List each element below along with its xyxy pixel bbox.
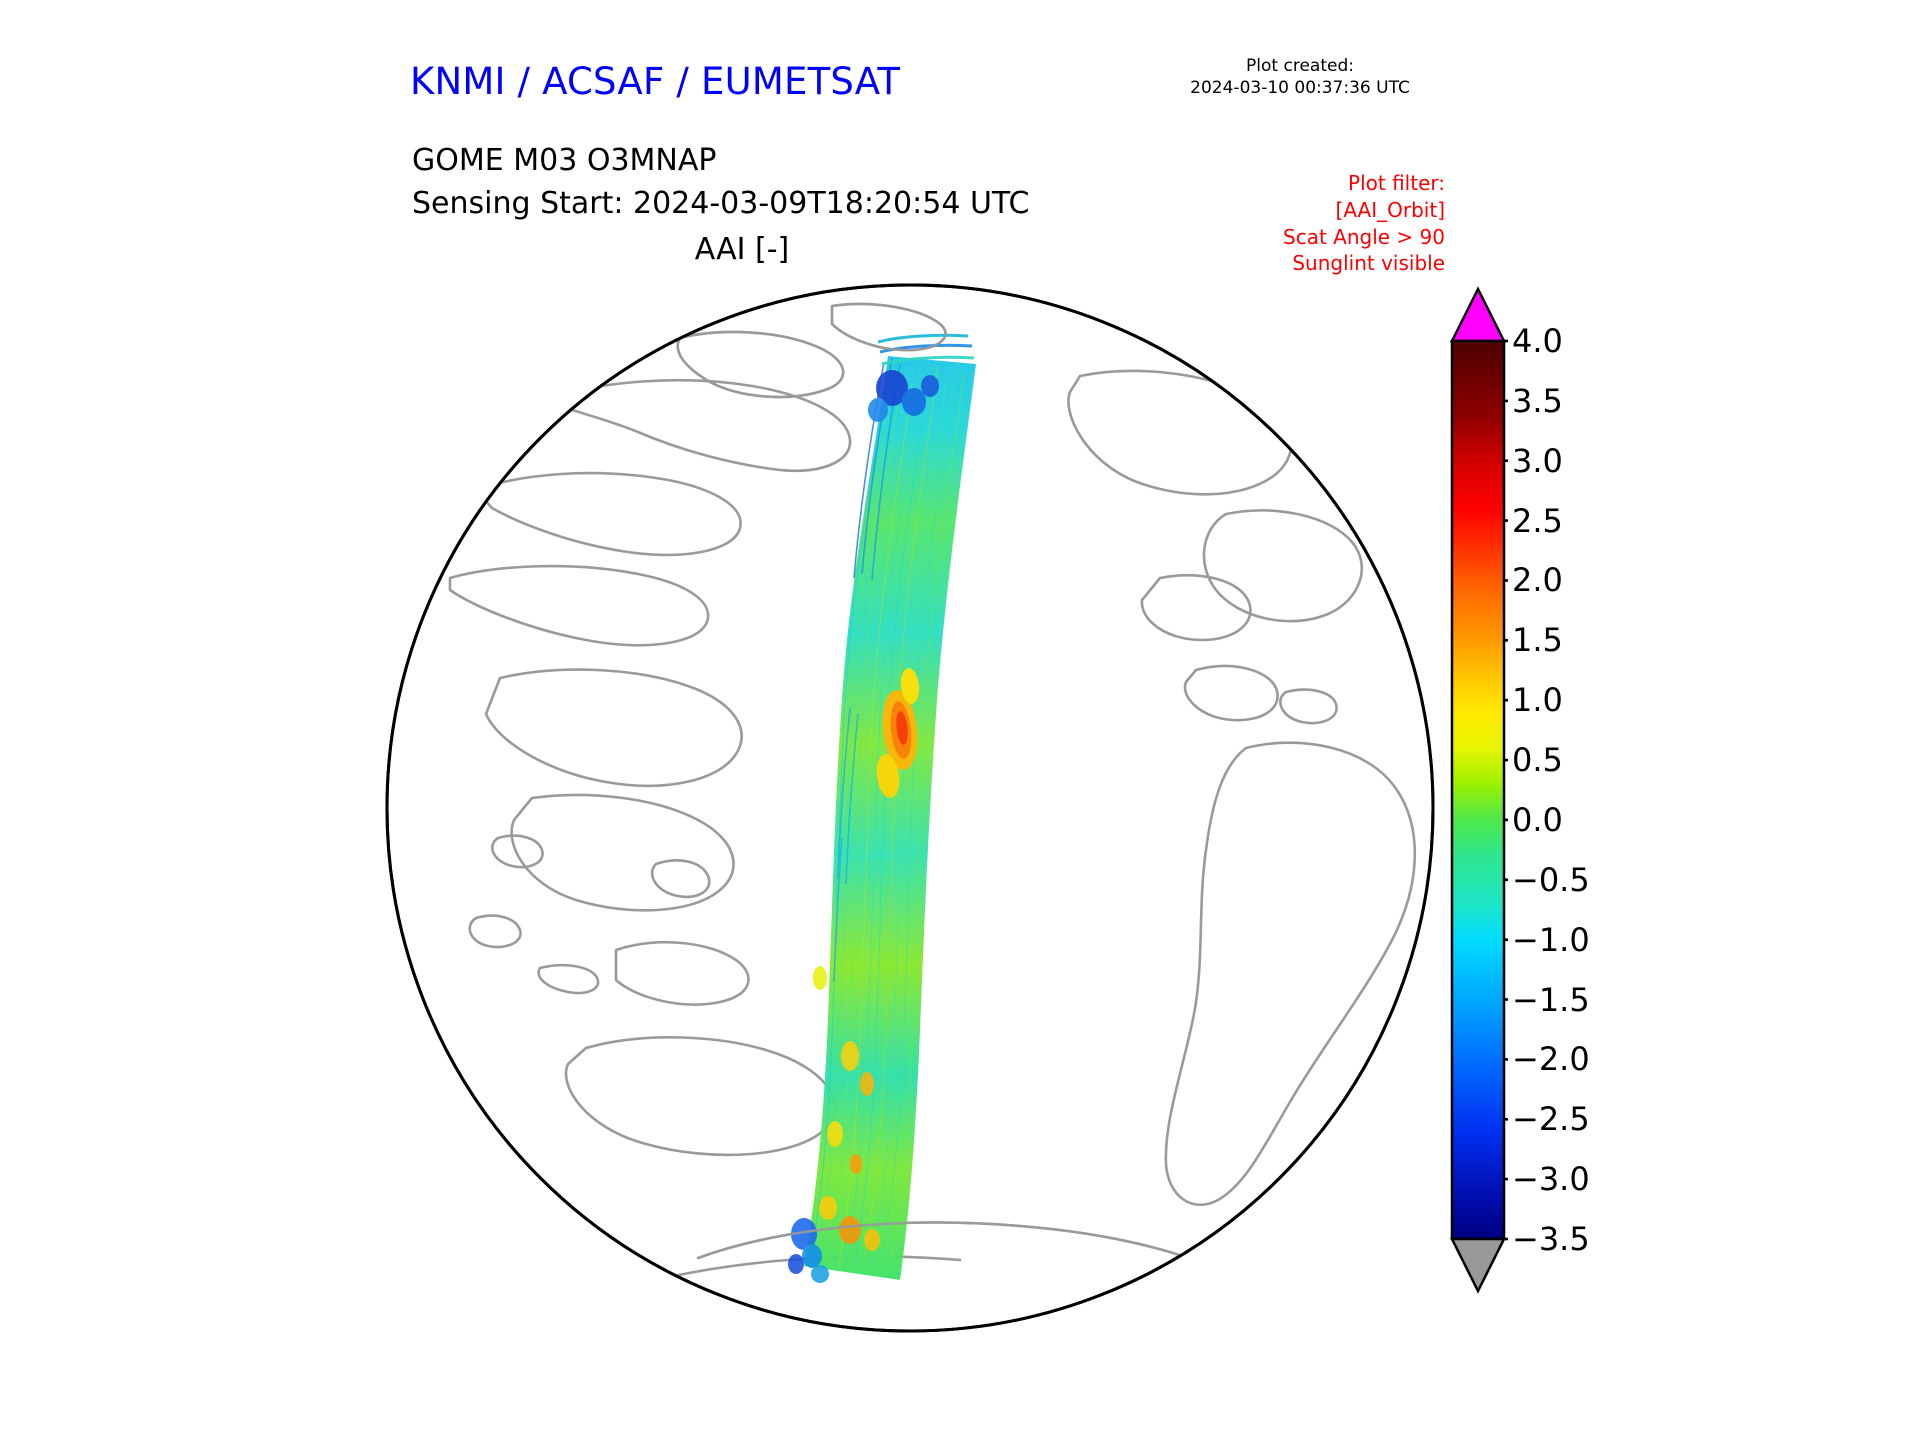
colorbar-tick-label: 2.5 — [1512, 501, 1563, 540]
colorbar-tick-label: −2.0 — [1512, 1040, 1590, 1079]
colorbar-tick-label: 3.0 — [1512, 441, 1563, 480]
product-info-block: GOME M03 O3MNAP Sensing Start: 2024-03-0… — [412, 140, 1029, 225]
colorbar-tick-label: −3.0 — [1512, 1160, 1590, 1199]
colorbar-tick-label: −1.5 — [1512, 980, 1590, 1019]
page-title: AAI [-] — [694, 232, 790, 267]
colorbar-under-arrow — [1449, 1237, 1507, 1294]
plot-created-time: 2024-03-10 00:37:36 UTC — [1190, 78, 1410, 99]
colorbar-tick-labels: 4.0 3.5 3.0 2.5 2.0 1.5 1.0 0.5 0.0 −0.5 −1.0 −1.5 −… — [1512, 285, 1652, 1295]
colorbar-tick-label: 1.5 — [1512, 621, 1563, 660]
colorbar-gradient — [1450, 339, 1506, 1241]
plot-filter-block: Plot filter: [AAI_Orbit] Scat Angle > 90… — [1195, 170, 1445, 277]
plot-created-block: Plot created: 2024-03-10 00:37:36 UTC — [1155, 55, 1445, 100]
plot-filter-label: Plot filter: — [1348, 171, 1445, 195]
colorbar — [1448, 285, 1508, 1295]
colorbar-tick-label: 2.0 — [1512, 561, 1563, 600]
colorbar-tick-label: 1.0 — [1512, 681, 1563, 720]
colorbar-tick-label: 0.5 — [1512, 741, 1563, 780]
colorbar-tick-label: 0.0 — [1512, 800, 1563, 839]
colorbar-tick-label: −2.5 — [1512, 1100, 1590, 1139]
map-plot — [380, 278, 1440, 1338]
colorbar-ticks — [1504, 339, 1508, 1241]
product-name: GOME M03 O3MNAP — [412, 143, 717, 178]
colorbar-over-arrow — [1449, 286, 1507, 343]
plot-filter-variable: [AAI_Orbit] — [1335, 197, 1445, 222]
globe-border — [385, 283, 1435, 1333]
plot-created-label: Plot created: — [1246, 56, 1354, 76]
plot-filter-scat-angle: Scat Angle > 90 — [1283, 224, 1445, 249]
colorbar-tick-label: −3.5 — [1512, 1220, 1590, 1258]
colorbar-tick-label: 3.5 — [1512, 381, 1563, 420]
colorbar-tick-label: −0.5 — [1512, 860, 1590, 899]
aai-swath — [788, 333, 976, 1283]
colorbar-tick-label: 4.0 — [1512, 322, 1563, 360]
sensing-start: Sensing Start: 2024-03-09T18:20:54 UTC — [412, 185, 1030, 221]
organisation-title: KNMI / ACSAF / EUMETSAT — [410, 60, 901, 103]
plot-filter-sunglint: Sunglint visible — [1292, 251, 1445, 276]
colorbar-tick-label: −1.0 — [1512, 920, 1590, 959]
